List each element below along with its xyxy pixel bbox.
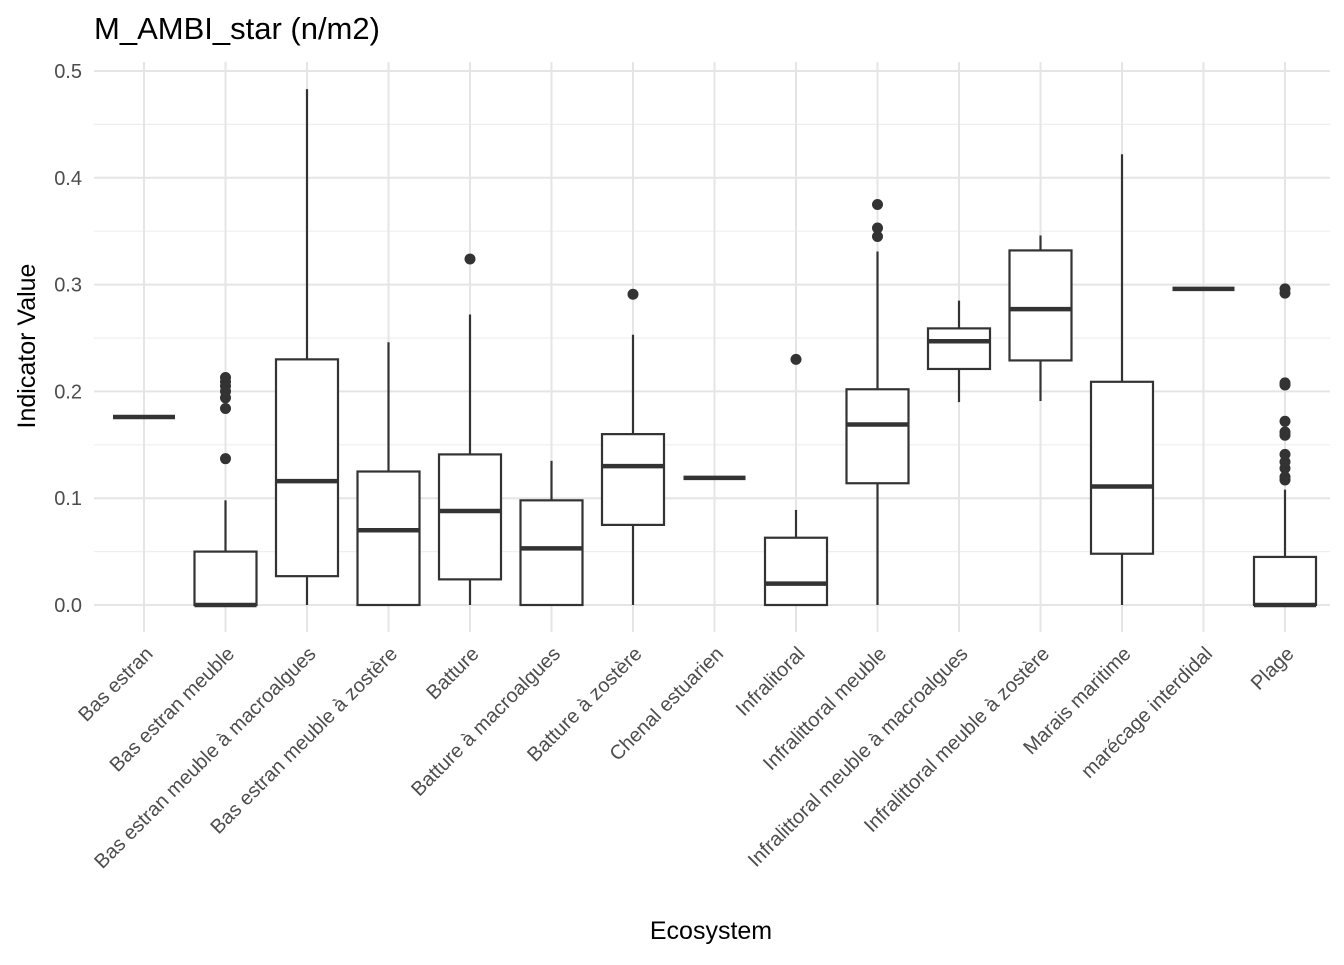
box-10 xyxy=(845,199,910,605)
box-iqr xyxy=(1252,555,1318,607)
box-iqr xyxy=(1008,249,1073,362)
y-tick-label: 0.1 xyxy=(54,488,82,510)
outlier-point xyxy=(790,353,802,365)
box-9 xyxy=(763,353,829,607)
y-tick-label: 0.5 xyxy=(54,61,82,83)
x-axis-title: Ecosystem xyxy=(650,917,772,945)
box-iqr xyxy=(763,536,829,607)
box-iqr xyxy=(274,358,340,578)
outlier-point xyxy=(1279,471,1291,483)
y-tick-label: 0.0 xyxy=(54,595,82,617)
box-iqr xyxy=(519,499,584,607)
x-tick-label: Batture à macroalgues xyxy=(407,643,565,801)
x-tick-label: Infralitoral xyxy=(732,643,810,721)
outlier-point xyxy=(220,402,231,414)
marks-layer xyxy=(113,89,1318,608)
box-15 xyxy=(1252,283,1318,608)
box-iqr xyxy=(845,388,910,485)
outlier-point xyxy=(1279,426,1291,438)
outlier-point xyxy=(1279,377,1291,389)
box-iqr xyxy=(193,550,258,607)
box-iqr xyxy=(926,327,992,371)
box-4 xyxy=(356,342,421,607)
y-tick-label: 0.2 xyxy=(54,381,82,403)
y-tick-label: 0.4 xyxy=(54,168,82,190)
chart-title: M_AMBI_star (n/m2) xyxy=(94,11,380,46)
outlier-point xyxy=(220,372,231,384)
x-tick-label: Bas estran xyxy=(74,643,157,726)
box-2 xyxy=(193,372,258,608)
outlier-point xyxy=(872,199,883,210)
box-iqr xyxy=(1089,380,1155,555)
box-12 xyxy=(1008,235,1073,402)
outlier-point xyxy=(1279,415,1291,427)
x-tick-label: Batture xyxy=(422,643,483,704)
outlier-point xyxy=(1279,448,1291,460)
outlier-point xyxy=(1279,283,1291,295)
x-tick-label: Plage xyxy=(1247,643,1299,695)
outlier-point xyxy=(872,231,883,243)
box-6 xyxy=(519,460,584,607)
box-13 xyxy=(1089,154,1155,605)
outlier-point xyxy=(464,253,476,265)
outlier-point xyxy=(627,288,639,300)
y-axis-title: Indicator Value xyxy=(13,264,41,429)
box-iqr xyxy=(600,433,666,526)
box-3 xyxy=(274,89,340,605)
box-5 xyxy=(437,253,503,605)
box-11 xyxy=(926,300,992,403)
box-iqr xyxy=(356,470,421,607)
outlier-point xyxy=(872,222,883,234)
y-tick-label: 0.3 xyxy=(54,275,82,297)
box-7 xyxy=(600,288,666,605)
outlier-point xyxy=(220,453,231,465)
box-iqr xyxy=(437,453,503,581)
